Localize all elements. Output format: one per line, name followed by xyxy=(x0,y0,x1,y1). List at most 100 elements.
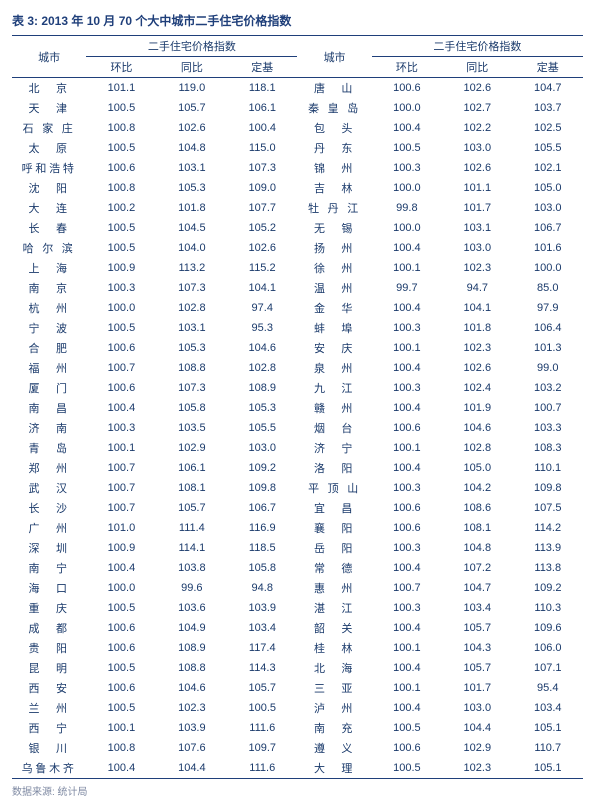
cell-mom-right: 100.6 xyxy=(372,418,442,438)
cell-mom-left: 100.5 xyxy=(86,598,156,618)
cell-city-left: 长 春 xyxy=(12,218,86,238)
cell-city-left: 兰 州 xyxy=(12,698,86,718)
cell-mom-left: 100.4 xyxy=(86,398,156,418)
cell-base-left: 109.8 xyxy=(227,478,297,498)
cell-base-right: 105.5 xyxy=(513,138,584,158)
cell-base-right: 102.1 xyxy=(513,158,584,178)
cell-base-left: 94.8 xyxy=(227,578,297,598)
cell-city-right: 无 锡 xyxy=(297,218,371,238)
cell-base-left: 104.1 xyxy=(227,278,297,298)
cell-yoy-right: 104.8 xyxy=(442,538,512,558)
cell-base-right: 109.2 xyxy=(513,578,584,598)
cell-yoy-left: 108.1 xyxy=(157,478,227,498)
col-mom-r: 环比 xyxy=(372,57,442,78)
cell-yoy-right: 102.2 xyxy=(442,118,512,138)
cell-city-right: 赣 州 xyxy=(297,398,371,418)
cell-mom-right: 100.4 xyxy=(372,298,442,318)
cell-mom-right: 100.3 xyxy=(372,318,442,338)
cell-base-left: 111.6 xyxy=(227,758,297,779)
cell-city-right: 金 华 xyxy=(297,298,371,318)
cell-yoy-right: 108.1 xyxy=(442,518,512,538)
cell-mom-left: 100.9 xyxy=(86,538,156,558)
cell-mom-right: 100.4 xyxy=(372,458,442,478)
cell-city-right: 徐 州 xyxy=(297,258,371,278)
cell-yoy-right: 105.7 xyxy=(442,618,512,638)
cell-mom-right: 100.1 xyxy=(372,258,442,278)
cell-base-left: 100.5 xyxy=(227,698,297,718)
cell-yoy-right: 103.0 xyxy=(442,138,512,158)
cell-mom-left: 100.7 xyxy=(86,498,156,518)
cell-city-left: 石 家 庄 xyxy=(12,118,86,138)
cell-mom-right: 100.1 xyxy=(372,338,442,358)
cell-mom-left: 100.1 xyxy=(86,438,156,458)
cell-yoy-right: 102.7 xyxy=(442,98,512,118)
cell-city-right: 平 顶 山 xyxy=(297,478,371,498)
cell-city-left: 南 京 xyxy=(12,278,86,298)
cell-yoy-left: 119.0 xyxy=(157,78,227,99)
cell-yoy-left: 108.9 xyxy=(157,638,227,658)
cell-base-right: 103.7 xyxy=(513,98,584,118)
cell-base-left: 109.2 xyxy=(227,458,297,478)
cell-yoy-right: 102.6 xyxy=(442,78,512,99)
cell-city-left: 深 圳 xyxy=(12,538,86,558)
cell-city-left: 合 肥 xyxy=(12,338,86,358)
cell-base-right: 108.3 xyxy=(513,438,584,458)
cell-base-right: 100.7 xyxy=(513,398,584,418)
cell-mom-left: 100.0 xyxy=(86,578,156,598)
cell-mom-right: 100.5 xyxy=(372,758,442,779)
cell-base-right: 95.4 xyxy=(513,678,584,698)
cell-city-left: 厦 门 xyxy=(12,378,86,398)
cell-yoy-left: 114.1 xyxy=(157,538,227,558)
cell-yoy-left: 105.3 xyxy=(157,338,227,358)
cell-yoy-left: 105.7 xyxy=(157,498,227,518)
cell-mom-left: 100.1 xyxy=(86,718,156,738)
cell-base-left: 106.7 xyxy=(227,498,297,518)
cell-base-left: 115.0 xyxy=(227,138,297,158)
cell-base-right: 105.0 xyxy=(513,178,584,198)
cell-base-left: 114.3 xyxy=(227,658,297,678)
cell-base-left: 109.7 xyxy=(227,738,297,758)
cell-city-right: 三 亚 xyxy=(297,678,371,698)
cell-mom-right: 100.6 xyxy=(372,738,442,758)
cell-city-left: 大 连 xyxy=(12,198,86,218)
cell-mom-right: 100.5 xyxy=(372,138,442,158)
col-group-left: 二手住宅价格指数 xyxy=(86,36,297,57)
cell-base-left: 105.8 xyxy=(227,558,297,578)
cell-base-right: 101.6 xyxy=(513,238,584,258)
cell-yoy-right: 103.1 xyxy=(442,218,512,238)
cell-base-right: 106.4 xyxy=(513,318,584,338)
cell-mom-right: 100.4 xyxy=(372,698,442,718)
cell-mom-right: 100.3 xyxy=(372,378,442,398)
cell-city-left: 长 沙 xyxy=(12,498,86,518)
cell-base-left: 105.2 xyxy=(227,218,297,238)
col-mom-l: 环比 xyxy=(86,57,156,78)
cell-yoy-left: 104.5 xyxy=(157,218,227,238)
cell-base-right: 107.5 xyxy=(513,498,584,518)
cell-base-right: 103.4 xyxy=(513,698,584,718)
cell-city-right: 北 海 xyxy=(297,658,371,678)
cell-mom-right: 99.7 xyxy=(372,278,442,298)
cell-mom-left: 100.6 xyxy=(86,338,156,358)
cell-mom-right: 100.1 xyxy=(372,438,442,458)
cell-yoy-left: 105.3 xyxy=(157,178,227,198)
cell-mom-left: 100.5 xyxy=(86,238,156,258)
cell-city-left: 北 京 xyxy=(12,78,86,99)
cell-city-right: 包 头 xyxy=(297,118,371,138)
cell-city-right: 大 理 xyxy=(297,758,371,779)
cell-yoy-right: 102.9 xyxy=(442,738,512,758)
cell-mom-right: 100.4 xyxy=(372,558,442,578)
cell-yoy-right: 102.3 xyxy=(442,338,512,358)
cell-base-left: 105.7 xyxy=(227,678,297,698)
cell-city-left: 武 汉 xyxy=(12,478,86,498)
cell-mom-left: 100.8 xyxy=(86,738,156,758)
cell-base-right: 109.8 xyxy=(513,478,584,498)
cell-mom-right: 100.6 xyxy=(372,498,442,518)
cell-city-left: 重 庆 xyxy=(12,598,86,618)
cell-mom-left: 100.4 xyxy=(86,758,156,779)
cell-mom-left: 100.5 xyxy=(86,138,156,158)
cell-yoy-right: 102.4 xyxy=(442,378,512,398)
cell-base-right: 85.0 xyxy=(513,278,584,298)
cell-city-right: 岳 阳 xyxy=(297,538,371,558)
cell-mom-right: 100.1 xyxy=(372,678,442,698)
cell-yoy-right: 102.3 xyxy=(442,758,512,779)
